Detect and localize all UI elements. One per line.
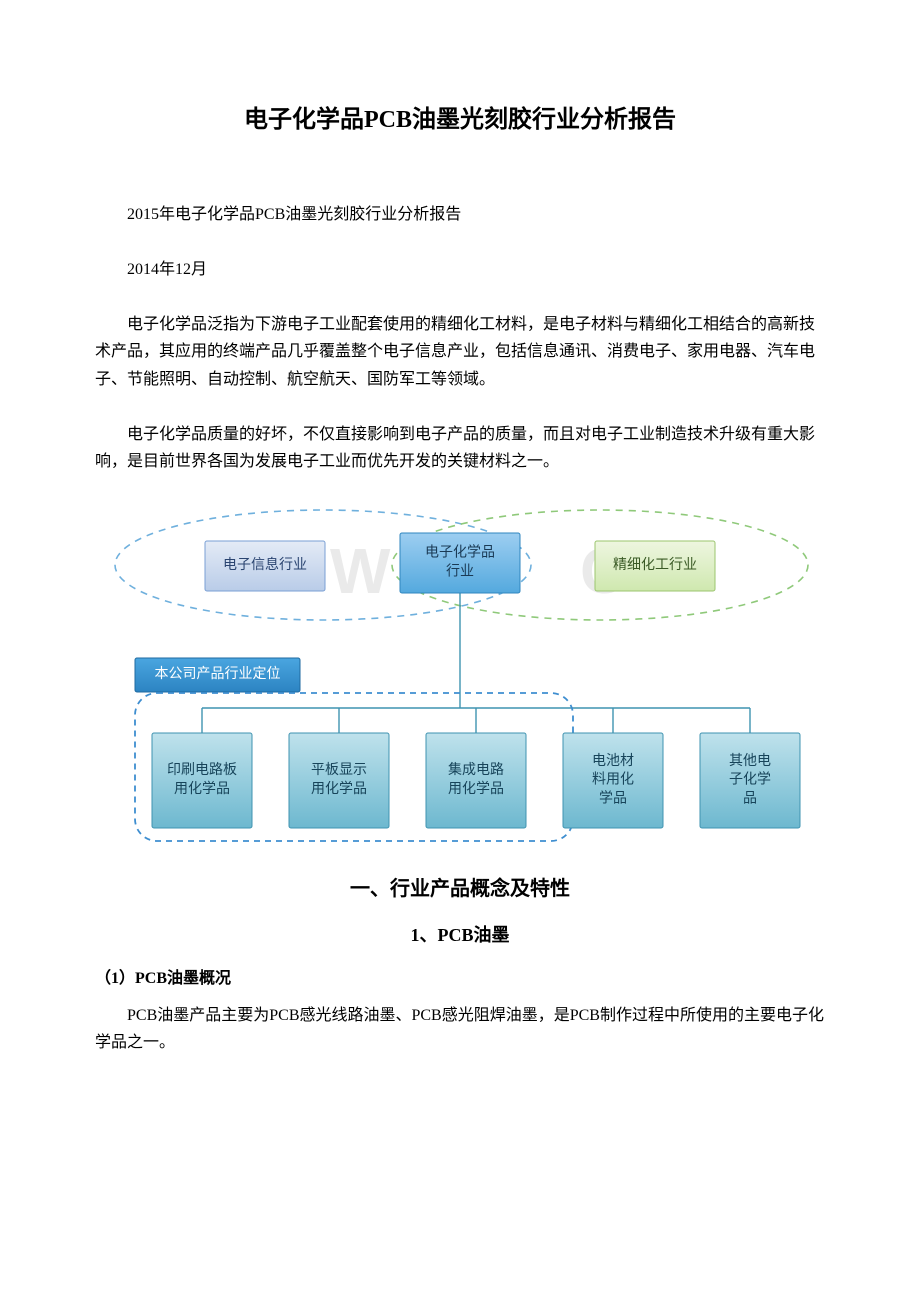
industry-diagram-svg: WC电子信息行业电子化学品行业精细化工行业本公司产品行业定位印刷电路板用化学品平… [110, 503, 810, 848]
svg-text:料用化: 料用化 [592, 772, 634, 788]
section-heading-1: 一、行业产品概念及特性 [95, 872, 825, 906]
svg-text:学品: 学品 [599, 791, 627, 807]
svg-text:平板显示: 平板显示 [311, 762, 367, 778]
paragraph-intro-2: 电子化学品质量的好坏，不仅直接影响到电子产品的质量，而且对电子工业制造技术升级有… [95, 421, 825, 475]
industry-diagram: WC电子信息行业电子化学品行业精细化工行业本公司产品行业定位印刷电路板用化学品平… [95, 503, 825, 848]
svg-text:电池材: 电池材 [592, 753, 634, 769]
svg-text:印刷电路板: 印刷电路板 [167, 762, 237, 778]
svg-text:用化学品: 用化学品 [448, 781, 504, 797]
paragraph-date: 2014年12月 [95, 256, 825, 283]
section-heading-1-1: 1、PCB油墨 [95, 920, 825, 951]
svg-text:电子化学品: 电子化学品 [425, 545, 495, 561]
paragraph-intro-1: 电子化学品泛指为下游电子工业配套使用的精细化工材料，是电子材料与精细化工相结合的… [95, 311, 825, 393]
svg-text:用化学品: 用化学品 [311, 781, 367, 797]
section-heading-1-1-1: （1）PCB油墨概况 [95, 965, 825, 992]
paragraph-subtitle: 2015年电子化学品PCB油墨光刻胶行业分析报告 [95, 201, 825, 228]
svg-text:用化学品: 用化学品 [174, 781, 230, 797]
svg-text:精细化工行业: 精细化工行业 [613, 557, 697, 573]
svg-text:集成电路: 集成电路 [448, 761, 504, 778]
svg-text:其他电: 其他电 [729, 753, 771, 769]
svg-text:电子信息行业: 电子信息行业 [223, 556, 307, 573]
paragraph-pcb-1: PCB油墨产品主要为PCB感光线路油墨、PCB感光阻焊油墨，是PCB制作过程中所… [95, 1002, 825, 1056]
svg-text:本公司产品行业定位: 本公司产品行业定位 [155, 666, 281, 682]
svg-text:品: 品 [743, 792, 757, 807]
svg-text:W: W [330, 535, 391, 607]
svg-text:行业: 行业 [446, 564, 474, 580]
svg-text:子化学: 子化学 [729, 772, 771, 788]
doc-title: 电子化学品PCB油墨光刻胶行业分析报告 [95, 100, 825, 141]
